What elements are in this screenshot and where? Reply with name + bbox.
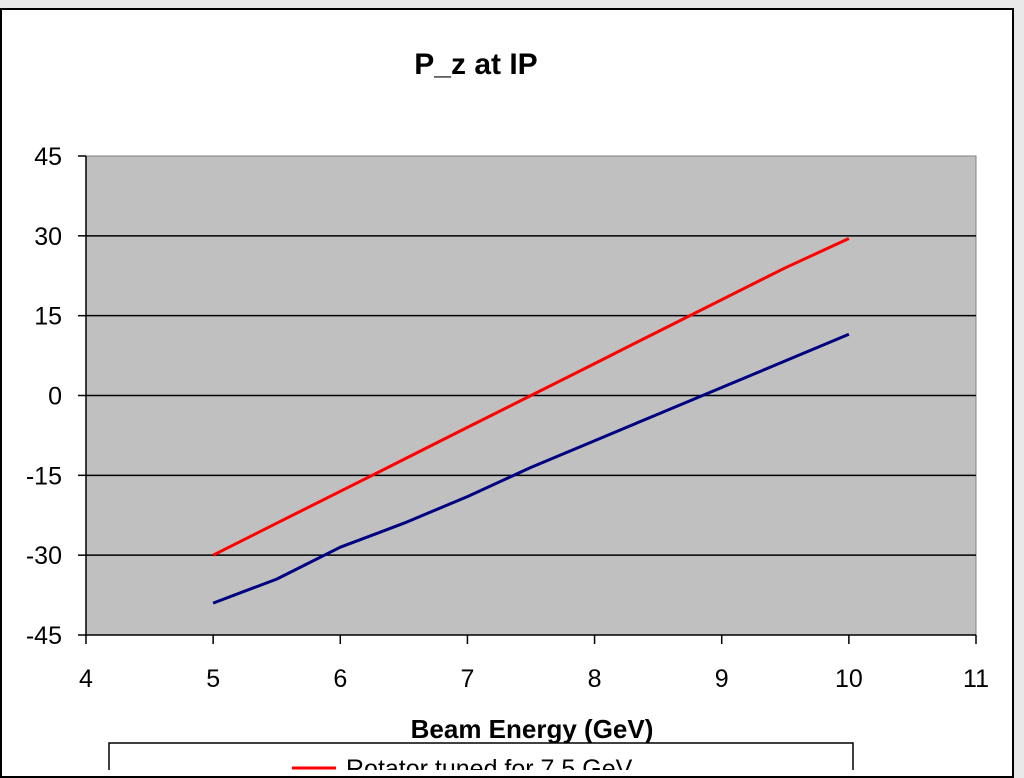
- x-tick-label: 9: [715, 665, 729, 693]
- x-tick-label: 5: [206, 665, 220, 693]
- x-axis-label: Beam Energy (GeV): [411, 714, 654, 744]
- x-tick-label: 6: [333, 665, 347, 693]
- legend-box: [108, 742, 854, 770]
- y-tick-label: 0: [48, 383, 62, 411]
- legend-entry-label: Rotator tuned for 7.5 GeV: [346, 755, 633, 770]
- x-tick-label: 10: [835, 665, 863, 693]
- x-tick-label: 8: [588, 665, 602, 693]
- y-tick-label: -30: [26, 542, 62, 570]
- x-tick-label: 7: [460, 665, 474, 693]
- y-tick-label: 15: [34, 303, 62, 331]
- series-line-1: [212, 332, 850, 605]
- grid-lines: [86, 235, 976, 556]
- x-tick-label: 11: [963, 665, 989, 693]
- chart-title: P_z at IP: [414, 48, 537, 81]
- y-tick-label: -15: [26, 462, 62, 490]
- x-tick-label: 4: [79, 665, 93, 693]
- legend: Rotator tuned for 7.5 GeV: [108, 742, 854, 770]
- chart-frame: P_z at IP 45 30 15 0 -15 -30 -45 4 5 6 7 8 9 10 11 Bea…: [0, 8, 1014, 778]
- series-line-0: [212, 237, 850, 557]
- y-tick-label: 30: [34, 223, 62, 251]
- series-lines: [212, 237, 850, 605]
- y-tick-label: -45: [26, 622, 62, 650]
- y-tick-label: 45: [34, 143, 62, 171]
